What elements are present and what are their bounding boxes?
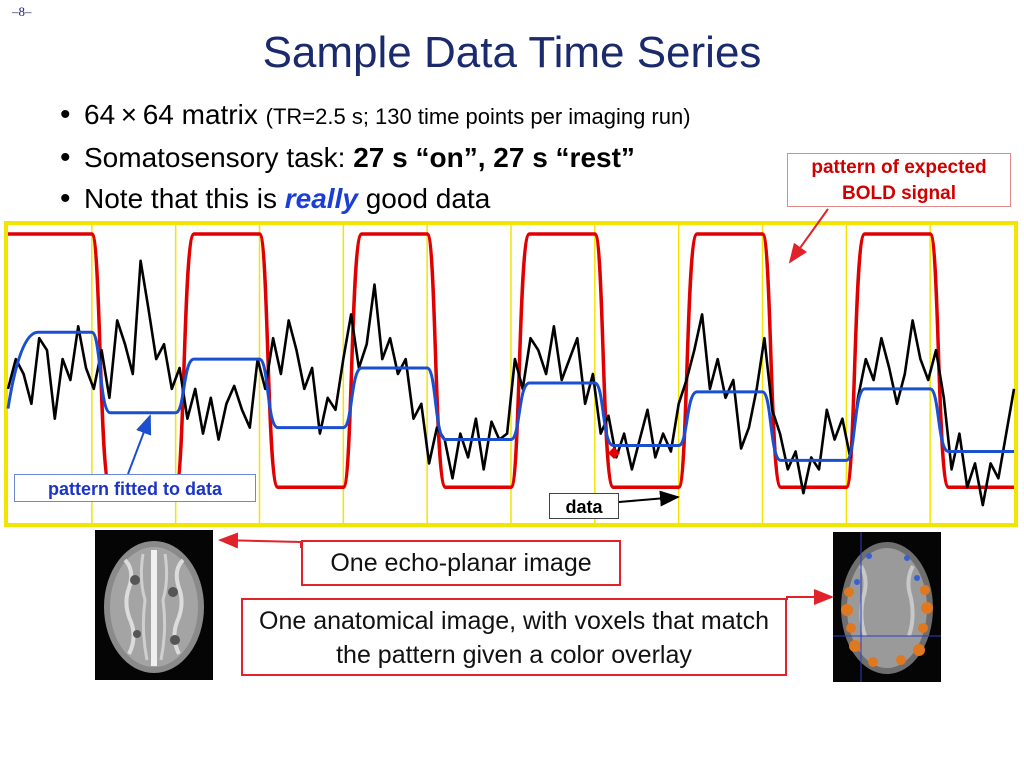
bullet-item-task: • Somatosensory task: 27 s “on”, 27 s “re… <box>60 137 691 178</box>
matrix-text: 64 × 64 matrix <box>84 99 258 130</box>
bullet-dot-icon: • <box>60 98 71 131</box>
matrix-details: (TR=2.5 s; 130 time points per imaging r… <box>265 104 691 129</box>
data-line <box>6 259 1016 507</box>
expected-arrow-icon <box>788 208 829 264</box>
anatomical-caption: One anatomical image, with voxels that m… <box>241 598 787 676</box>
red-marker-icon <box>608 447 620 459</box>
fitted-arrow-icon <box>127 414 152 475</box>
expected-signal-label: pattern of expected BOLD signal <box>787 153 1011 207</box>
bullet-list: • 64 × 64 matrix (TR=2.5 s; 130 time poin… <box>60 94 691 219</box>
note-text-pre: Note that this is <box>84 183 285 214</box>
task-timing: 27 s “on”, 27 s “rest” <box>353 142 635 173</box>
bullet-dot-icon: • <box>60 182 71 215</box>
echo-planar-caption: One echo-planar image <box>301 540 621 586</box>
bullet-item-matrix: • 64 × 64 matrix (TR=2.5 s; 130 time poin… <box>60 94 691 137</box>
bullet-dot-icon: • <box>60 141 71 174</box>
task-text: Somatosensory task: <box>84 142 354 173</box>
fitted-pattern-line <box>6 330 1014 462</box>
fitted-pattern-label: pattern fitted to data <box>14 474 256 502</box>
anatomical-arrow-icon <box>786 589 834 605</box>
plot-gridlines <box>91 225 931 523</box>
slide-title: Sample Data Time Series <box>262 28 762 77</box>
note-emphasis: really <box>284 183 358 214</box>
echo-arrow-icon <box>218 532 302 549</box>
echo-planar-image <box>95 530 213 680</box>
expected-signal-line <box>8 232 1014 489</box>
data-arrow-icon <box>618 490 680 507</box>
anatomical-image <box>833 532 941 682</box>
data-label: data <box>549 493 619 519</box>
note-text-post: good data <box>357 183 491 214</box>
bullet-item-note: • Note that this is really good data <box>60 178 691 219</box>
time-series-chart <box>4 221 1018 527</box>
page-number: –8– <box>12 4 32 19</box>
